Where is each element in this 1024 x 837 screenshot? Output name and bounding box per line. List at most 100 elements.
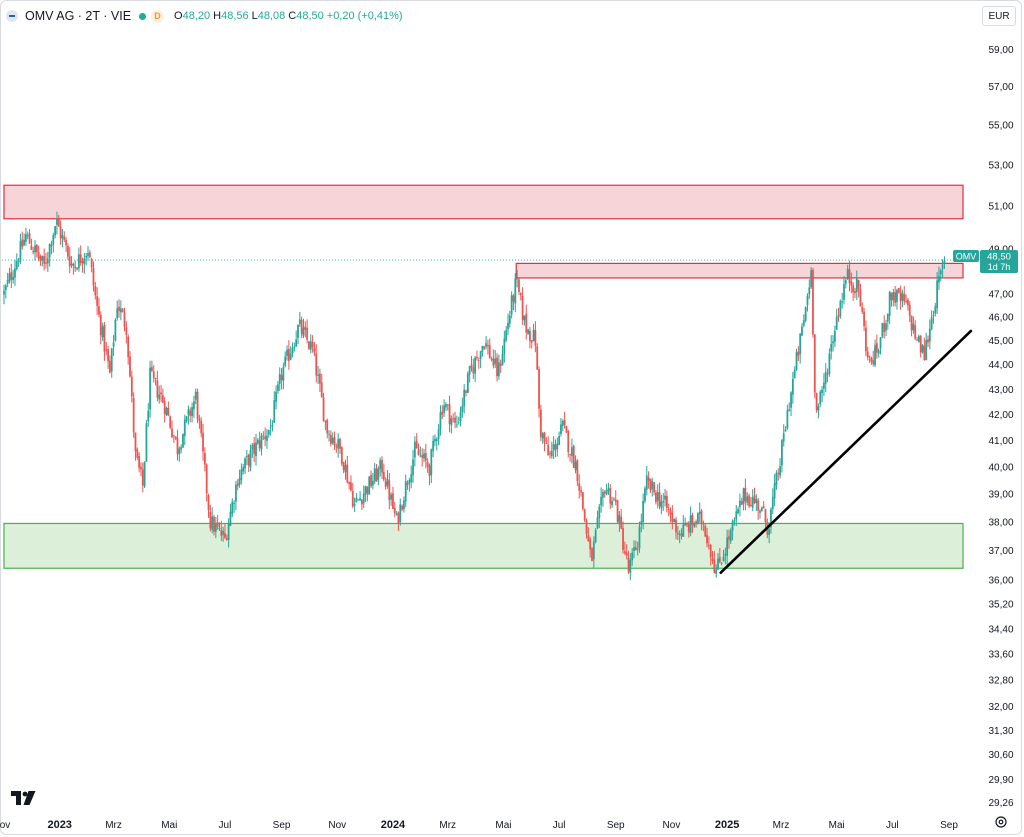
candle-body bbox=[744, 487, 747, 502]
candle bbox=[585, 518, 588, 539]
symbol-title[interactable]: OMV AG · 2T · VIE bbox=[25, 9, 132, 23]
candle-body bbox=[393, 507, 396, 514]
candle-body bbox=[781, 440, 783, 466]
candle-body bbox=[331, 437, 334, 444]
candle bbox=[207, 493, 210, 518]
time-axis[interactable]: ov 2023 Mrz Mai Jul Sep Nov 2024 Mrz Mai Jul Sep Nov… bbox=[0, 819, 958, 831]
candle bbox=[229, 503, 232, 527]
candle bbox=[554, 439, 557, 458]
candle bbox=[848, 260, 851, 292]
candle-body bbox=[532, 329, 535, 342]
candle bbox=[832, 335, 834, 352]
candle bbox=[633, 540, 635, 559]
candle-body bbox=[801, 326, 803, 336]
support-trendline[interactable] bbox=[719, 329, 973, 574]
candle-body bbox=[494, 358, 497, 364]
candle-body bbox=[846, 268, 849, 279]
candle bbox=[99, 311, 102, 345]
candle bbox=[235, 480, 237, 511]
time-tick-label: 2023 bbox=[47, 819, 71, 831]
candle-body bbox=[534, 330, 537, 346]
candle-body bbox=[145, 423, 148, 462]
candle-body bbox=[284, 356, 287, 366]
candle-body bbox=[105, 349, 108, 351]
candle-body bbox=[88, 252, 91, 258]
candle bbox=[382, 463, 385, 482]
candle-body bbox=[861, 306, 864, 312]
candle bbox=[430, 448, 433, 484]
candle-body bbox=[883, 323, 886, 332]
candle-body bbox=[315, 353, 318, 376]
candle-body bbox=[512, 295, 515, 302]
candle bbox=[664, 488, 666, 507]
candle bbox=[759, 509, 761, 519]
candle-body bbox=[19, 241, 22, 262]
candle bbox=[492, 349, 495, 369]
candle-body bbox=[107, 349, 109, 362]
candle-body bbox=[401, 505, 403, 510]
candle-body bbox=[739, 500, 741, 508]
candle bbox=[594, 527, 597, 544]
candle bbox=[198, 414, 201, 429]
candle bbox=[432, 435, 435, 458]
candle bbox=[503, 330, 506, 363]
candle-body bbox=[413, 441, 416, 458]
candle-body bbox=[863, 311, 865, 327]
candle bbox=[125, 321, 128, 344]
candle bbox=[790, 391, 792, 416]
candle bbox=[565, 425, 568, 434]
candle-body bbox=[403, 500, 405, 510]
candle-body bbox=[676, 533, 679, 535]
candle bbox=[611, 496, 613, 508]
candle bbox=[572, 444, 575, 468]
candle bbox=[481, 345, 484, 357]
currency-selector[interactable]: EUR bbox=[982, 6, 1016, 26]
candle bbox=[339, 437, 341, 454]
candle bbox=[901, 289, 904, 308]
candle bbox=[366, 486, 369, 502]
change-value: +0,20 (+0,41%) bbox=[326, 10, 403, 22]
candle-body bbox=[874, 345, 876, 366]
settings-gear-icon[interactable] bbox=[994, 815, 1008, 829]
candle-body bbox=[910, 315, 913, 331]
candle-body bbox=[373, 468, 376, 482]
candle-body bbox=[240, 469, 243, 480]
candle bbox=[547, 436, 550, 456]
candle bbox=[61, 228, 64, 248]
candle bbox=[171, 420, 173, 439]
candle-body bbox=[225, 538, 228, 540]
candle-body bbox=[746, 496, 749, 503]
candle-body bbox=[404, 481, 407, 502]
candle bbox=[830, 335, 833, 360]
candle-body bbox=[647, 477, 650, 481]
candle-body bbox=[833, 330, 836, 342]
data-delay-badge[interactable]: D bbox=[151, 9, 165, 23]
candle-body bbox=[302, 327, 305, 336]
candle bbox=[448, 395, 451, 433]
candle-body bbox=[25, 234, 27, 242]
candle-body bbox=[72, 263, 75, 267]
candle-body bbox=[408, 480, 411, 484]
candle bbox=[446, 403, 449, 411]
last-price-tag: OMV 48,50 1d 7h bbox=[953, 250, 1018, 273]
price-tick-label: 43,00 bbox=[988, 385, 1013, 396]
candle-body bbox=[561, 421, 564, 426]
candle bbox=[731, 519, 734, 541]
tradingview-logo-icon[interactable] bbox=[11, 791, 37, 805]
candle bbox=[560, 418, 562, 437]
candle-body bbox=[381, 459, 383, 473]
candle-body bbox=[923, 346, 926, 360]
candle-body bbox=[202, 432, 204, 452]
candle-body bbox=[477, 359, 480, 361]
candle-body bbox=[417, 449, 420, 455]
candle-body bbox=[598, 506, 601, 519]
candle bbox=[861, 302, 864, 315]
candle-body bbox=[180, 447, 183, 450]
candle bbox=[813, 334, 816, 399]
candle bbox=[72, 262, 75, 275]
candle bbox=[395, 510, 398, 516]
candle bbox=[930, 310, 933, 331]
price-axis[interactable]: 59,0057,0055,0053,0051,0049,0047,0046,00… bbox=[988, 45, 1013, 809]
candle bbox=[260, 433, 263, 456]
